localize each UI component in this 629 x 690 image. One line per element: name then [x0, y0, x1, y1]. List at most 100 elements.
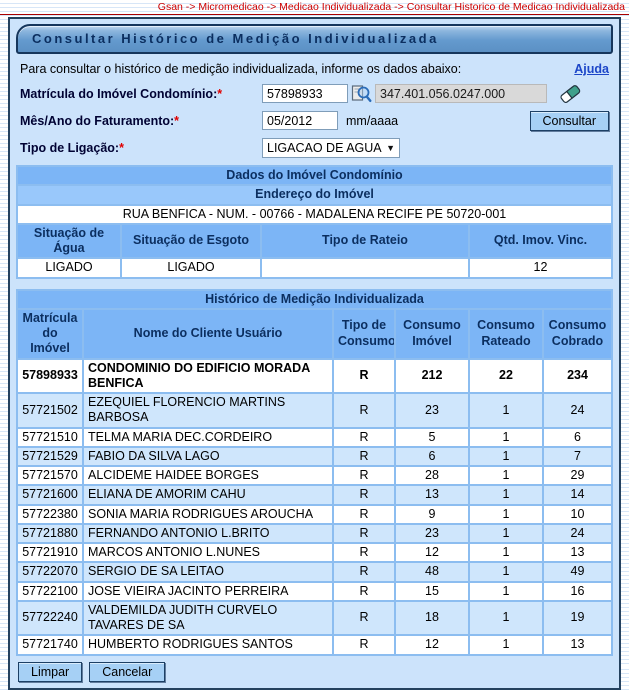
consumo-cobrado-cell: 6 — [544, 428, 611, 446]
eraser-icon[interactable] — [559, 83, 581, 105]
consumo-cobrado-cell: 16 — [544, 582, 611, 600]
consumo-imovel-cell: 48 — [396, 563, 468, 581]
matricula-cell: 57722380 — [18, 505, 82, 523]
consumo-cobrado-cell: 19 — [544, 601, 611, 635]
nome-cell: ALCIDEME HAIDEE BORGES — [84, 467, 332, 485]
situacao-esgoto-value: LIGADO — [122, 259, 260, 277]
consumo-cobrado-cell: 234 — [544, 359, 611, 392]
required-marker: * — [174, 113, 180, 128]
inscricao-field: 347.401.056.0247.000 — [375, 84, 547, 103]
matricula-cell: 57721529 — [18, 447, 82, 465]
consumo-imovel-cell: 15 — [396, 582, 468, 600]
table-row: 57722070 SERGIO DE SA LEITAO R 48 1 49 — [18, 563, 611, 581]
table-row: 57722380 SONIA MARIA RODRIGUES AROUCHA R… — [18, 505, 611, 523]
consumo-cobrado-cell: 13 — [544, 544, 611, 562]
search-icon[interactable] — [351, 84, 372, 104]
nome-cell: ELIANA DE AMORIM CAHU — [84, 486, 332, 504]
tipo-consumo-cell: R — [334, 486, 394, 504]
nome-cell: HUMBERTO RODRIGUES SANTOS — [84, 636, 332, 654]
consumo-rateado-cell: 1 — [470, 582, 542, 600]
consumo-imovel-cell: 12 — [396, 636, 468, 654]
nome-cell: TELMA MARIA DEC.CORDEIRO — [84, 428, 332, 446]
consumo-rateado-cell: 1 — [470, 467, 542, 485]
situacao-agua-value: LIGADO — [18, 259, 120, 277]
consumo-rateado-cell: 22 — [470, 359, 542, 392]
col-consumo-imovel: Consumo Imóvel — [396, 309, 468, 358]
consumo-imovel-cell: 13 — [396, 486, 468, 504]
consumo-rateado-cell: 1 — [470, 428, 542, 446]
consumo-imovel-cell: 23 — [396, 524, 468, 542]
consumo-cobrado-cell: 10 — [544, 505, 611, 523]
matricula-cell: 57721570 — [18, 467, 82, 485]
endereco-header: Endereço do Imóvel — [18, 186, 611, 204]
consumo-rateado-cell: 1 — [470, 486, 542, 504]
mes-ano-row: Mês/Ano do Faturamento:* mm/aaaa Consult… — [20, 109, 609, 132]
chevron-down-icon: ▼ — [386, 142, 395, 153]
consumo-rateado-cell: 1 — [470, 505, 542, 523]
tipo-ligacao-row: Tipo de Ligação:* LIGACAO DE AGUA ▼ — [20, 136, 609, 159]
consumo-cobrado-cell: 14 — [544, 486, 611, 504]
endereco-value: RUA BENFICA - NUM. - 00766 - MADALENA RE… — [18, 205, 611, 223]
consultar-button[interactable]: Consultar — [529, 110, 609, 131]
table-row: 57721600 ELIANA DE AMORIM CAHU R 13 1 14 — [18, 486, 611, 504]
historico-table: Histórico de Medição Individualizada Mat… — [16, 288, 613, 656]
table-row: 57898933 CONDOMINIO DO EDIFICIO MORADA B… — [18, 359, 611, 392]
table-row: 57721740 HUMBERTO RODRIGUES SANTOS R 12 … — [18, 636, 611, 654]
limpar-button[interactable]: Limpar — [18, 661, 83, 682]
consumo-rateado-cell: 1 — [470, 563, 542, 581]
consumo-rateado-cell: 1 — [470, 544, 542, 562]
tipo-consumo-cell: R — [334, 394, 394, 427]
table-row: 57721570 ALCIDEME HAIDEE BORGES R 28 1 2… — [18, 467, 611, 485]
consumo-imovel-cell: 6 — [396, 447, 468, 465]
consumo-cobrado-cell: 24 — [544, 394, 611, 427]
col-consumo-rateado: Consumo Rateado — [470, 309, 542, 358]
tipo-ligacao-select[interactable]: LIGACAO DE AGUA ▼ — [262, 137, 400, 158]
historico-title: Histórico de Medição Individualizada — [18, 290, 611, 308]
table-row: 57722100 JOSE VIEIRA JACINTO PERREIRA R … — [18, 582, 611, 600]
tipo-consumo-cell: R — [334, 563, 394, 581]
consumo-cobrado-cell: 7 — [544, 447, 611, 465]
tipo-ligacao-value: LIGACAO DE AGUA — [267, 140, 382, 155]
tipo-rateio-value — [262, 259, 468, 277]
matricula-cell: 57722070 — [18, 563, 82, 581]
consumo-imovel-cell: 9 — [396, 505, 468, 523]
table-row: 57721910 MARCOS ANTONIO L.NUNES R 12 1 1… — [18, 544, 611, 562]
consumo-imovel-cell: 23 — [396, 394, 468, 427]
required-marker: * — [217, 86, 223, 101]
consumo-rateado-cell: 1 — [470, 524, 542, 542]
nome-cell: VALDEMILDA JUDITH CURVELO TAVARES DE SA — [84, 601, 332, 635]
matricula-cell: 57898933 — [18, 359, 82, 392]
mes-ano-input[interactable] — [262, 111, 338, 130]
col-tipo-consumo: Tipo de Consumo — [334, 309, 394, 358]
tipo-consumo-cell: R — [334, 582, 394, 600]
matricula-cell: 57721740 — [18, 636, 82, 654]
qtd-imov-vinc-value: 12 — [470, 259, 611, 277]
tipo-consumo-cell: R — [334, 544, 394, 562]
tipo-consumo-cell: R — [334, 524, 394, 542]
col-matricula: Matrícula do Imóvel — [18, 309, 82, 358]
nome-cell: JOSE VIEIRA JACINTO PERREIRA — [84, 582, 332, 600]
consumo-cobrado-cell: 24 — [544, 524, 611, 542]
nome-cell: EZEQUIEL FLORENCIO MARTINS BARBOSA — [84, 394, 332, 427]
tipo-consumo-cell: R — [334, 447, 394, 465]
nome-cell: SERGIO DE SA LEITAO — [84, 563, 332, 581]
nome-cell: CONDOMINIO DO EDIFICIO MORADA BENFICA — [84, 359, 332, 392]
cancelar-button[interactable]: Cancelar — [89, 661, 166, 682]
dados-imovel-table: Dados do Imóvel Condomínio Endereço do I… — [16, 165, 613, 279]
col-consumo-cobrado: Consumo Cobrado — [544, 309, 611, 358]
matricula-input[interactable] — [262, 84, 348, 103]
help-link[interactable]: Ajuda — [574, 62, 609, 76]
intro-text: Para consultar o histórico de medição in… — [20, 62, 462, 76]
consumo-imovel-cell: 5 — [396, 428, 468, 446]
tipo-consumo-cell: R — [334, 636, 394, 654]
col-situacao-esgoto: Situação de Esgoto — [122, 224, 260, 258]
table-row: 57721880 FERNANDO ANTONIO L.BRITO R 23 1… — [18, 524, 611, 542]
consumo-rateado-cell: 1 — [470, 394, 542, 427]
nome-cell: FERNANDO ANTONIO L.BRITO — [84, 524, 332, 542]
matricula-cell: 57722100 — [18, 582, 82, 600]
matricula-cell: 57721600 — [18, 486, 82, 504]
consumo-cobrado-cell: 13 — [544, 636, 611, 654]
consumo-cobrado-cell: 49 — [544, 563, 611, 581]
breadcrumb[interactable]: Gsan -> Micromedicao -> Medicao Individu… — [0, 0, 629, 15]
mes-ano-label: Mês/Ano do Faturamento: — [20, 113, 175, 128]
